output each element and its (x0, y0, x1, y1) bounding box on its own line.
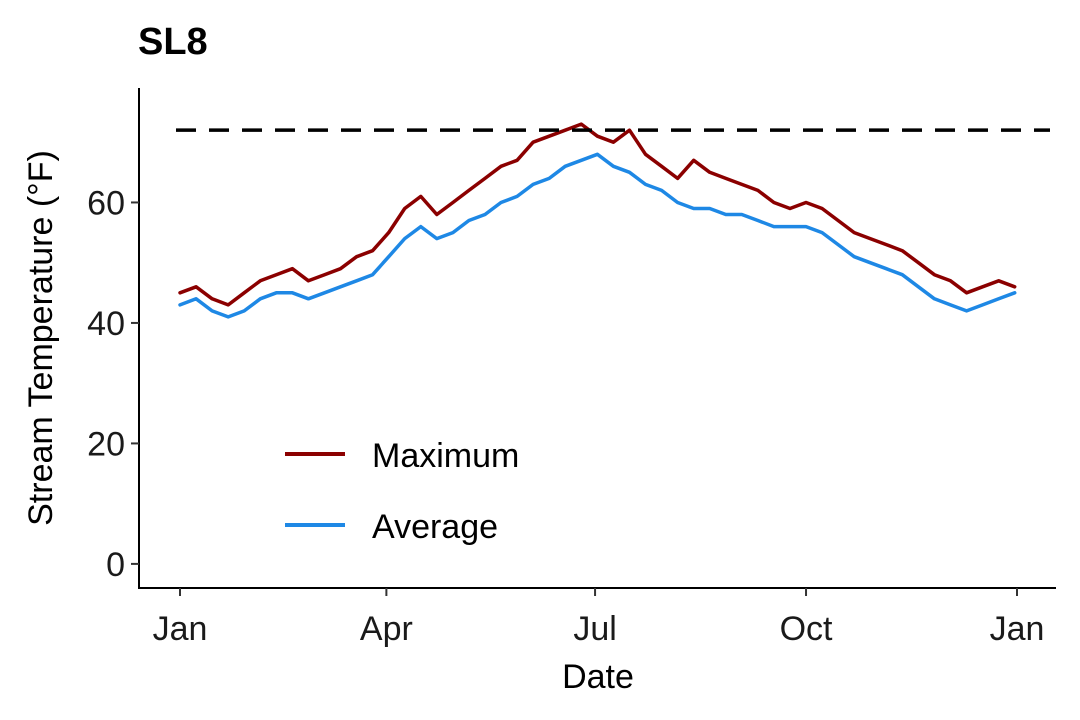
x-axis-label: Date (562, 658, 634, 696)
x-tick-label: Apr (360, 610, 413, 648)
y-tick-label: 60 (87, 184, 125, 222)
series-line-maximum (178, 122, 1017, 307)
x-tick-label: Jan (153, 610, 208, 648)
y-tick-label: 0 (106, 546, 125, 584)
series-layer (178, 122, 1017, 319)
legend: Maximum Average (285, 437, 519, 546)
x-tick-label: Jan (990, 610, 1045, 648)
y-axis-label: Stream Temperature (°F) (22, 150, 60, 526)
legend-label-average: Average (372, 508, 498, 546)
y-ticks: 0 20 40 60 (87, 184, 139, 584)
chart-title: SL8 (138, 21, 208, 63)
series-line-average (178, 152, 1017, 319)
y-tick-label: 20 (87, 425, 125, 463)
x-ticks: Jan Apr Jul Oct Jan (153, 588, 1045, 648)
legend-label-maximum: Maximum (372, 437, 519, 475)
x-tick-label: Oct (780, 610, 833, 648)
y-tick-label: 40 (87, 305, 125, 343)
x-tick-label: Jul (573, 610, 616, 648)
